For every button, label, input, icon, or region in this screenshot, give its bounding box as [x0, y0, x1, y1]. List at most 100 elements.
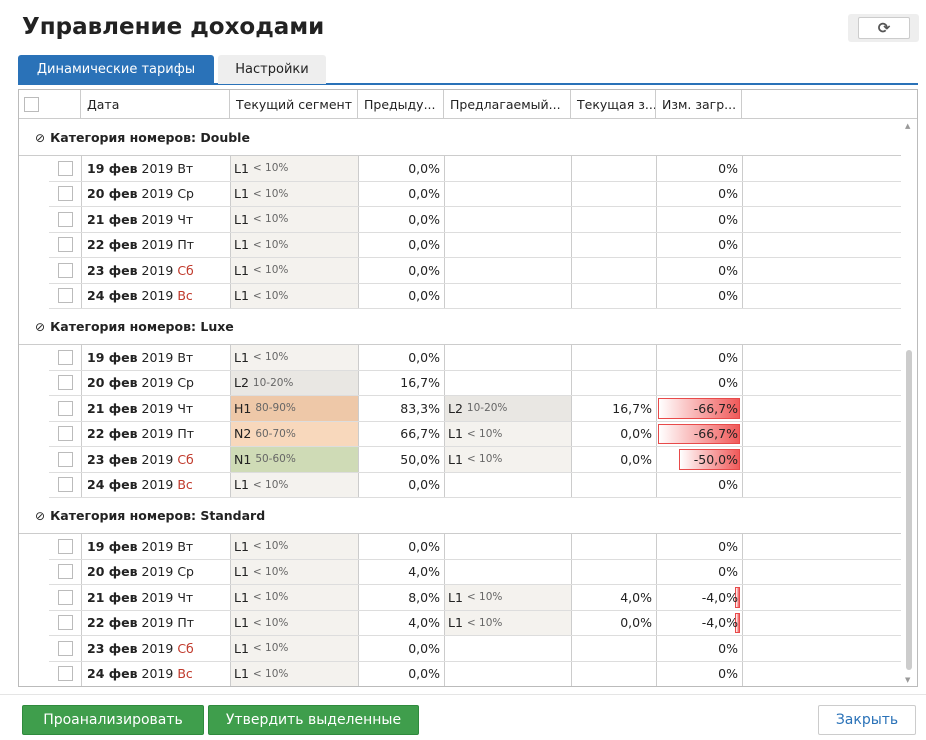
proposed-segment-cell: [445, 345, 572, 370]
refresh-button[interactable]: ⟳: [858, 17, 910, 39]
row-checkbox[interactable]: [57, 186, 73, 202]
group-header[interactable]: ⊘ Категория номеров: Luxe: [19, 309, 901, 345]
proposed-segment-cell: [445, 232, 572, 257]
table-row[interactable]: 23 фев 2019 Сб N1 50-60% 50,0% L1 < 10% 0,…: [49, 447, 901, 473]
collapse-icon[interactable]: ⊘: [35, 319, 46, 334]
approve-selected-button[interactable]: Утвердить выделенные: [208, 705, 419, 735]
load-change-value: 0%: [718, 349, 738, 365]
col-date[interactable]: Дата: [81, 90, 230, 119]
table-row[interactable]: 21 фев 2019 Чт L1 < 10% 0,0% 0%: [49, 207, 901, 233]
row-checkbox[interactable]: [57, 237, 73, 253]
collapse-icon[interactable]: ⊘: [35, 508, 46, 523]
scroll-up-icon[interactable]: ▲: [905, 122, 911, 130]
segment-range: < 10%: [252, 238, 289, 251]
row-checkbox[interactable]: [57, 426, 73, 442]
date-day: 19 фев: [87, 160, 138, 176]
load-change-cell: 0%: [657, 345, 743, 370]
segment-range: < 10%: [466, 427, 503, 440]
analyze-button[interactable]: Проанализировать: [22, 705, 204, 735]
load-change-cell: -66,7%: [657, 421, 743, 446]
grid-body: ⊘ Категория номеров: Double 19 фев 2019 В…: [19, 120, 901, 686]
table-row[interactable]: 22 фев 2019 Пт N2 60-70% 66,7% L1 < 10% 0,…: [49, 421, 901, 447]
group-label: Категория номеров: Luxe: [50, 319, 234, 334]
date-day: 23 фев: [87, 262, 138, 278]
load-change-cell: -4,0%: [657, 585, 743, 610]
load-change-cell: 0%: [657, 472, 743, 497]
row-checkbox[interactable]: [57, 288, 73, 304]
collapse-icon[interactable]: ⊘: [35, 130, 46, 145]
table-row[interactable]: 23 фев 2019 Сб L1 < 10% 0,0% 0%: [49, 636, 901, 662]
segment-code: L1: [234, 564, 249, 580]
row-checkbox[interactable]: [57, 538, 73, 554]
group-header[interactable]: ⊘ Категория номеров: Standard: [19, 498, 901, 534]
date-cell: 19 фев 2019 Вт: [82, 156, 231, 181]
row-checkbox[interactable]: [57, 477, 73, 493]
segment-code: N1: [234, 451, 252, 467]
scroll-down-icon[interactable]: ▼: [905, 676, 911, 684]
tab-settings[interactable]: Настройки: [218, 55, 326, 84]
table-row[interactable]: 19 фев 2019 Вт L1 < 10% 0,0% 0%: [49, 345, 901, 371]
date-day: 19 фев: [87, 538, 138, 554]
row-checkbox[interactable]: [57, 211, 73, 227]
load-change-value: -66,7%: [693, 400, 738, 416]
table-row[interactable]: 21 фев 2019 Чт L1 < 10% 8,0% L1 < 10% 4,0%…: [49, 585, 901, 611]
filler-cell: [743, 284, 901, 309]
row-select-cell: [49, 472, 82, 497]
row-checkbox[interactable]: [57, 262, 73, 278]
col-previous[interactable]: Предыду...: [358, 90, 444, 119]
filler-cell: [743, 422, 901, 447]
table-row[interactable]: 22 фев 2019 Пт L1 < 10% 4,0% L1 < 10% 0,0%…: [49, 610, 901, 636]
row-checkbox[interactable]: [57, 400, 73, 416]
col-current-segment[interactable]: Текущий сегмент: [230, 90, 358, 119]
row-checkbox[interactable]: [57, 160, 73, 176]
table-row[interactable]: 24 фев 2019 Вс L1 < 10% 0,0% 0%: [49, 661, 901, 686]
group-header[interactable]: ⊘ Категория номеров: Double: [19, 120, 901, 156]
tab-dynamic-rates[interactable]: Динамические тарифы: [18, 55, 214, 84]
date-day: 23 фев: [87, 451, 138, 467]
scrollbar-thumb[interactable]: [906, 350, 912, 670]
load-change-value: 0%: [718, 640, 738, 656]
table-row[interactable]: 20 фев 2019 Ср L1 < 10% 0,0% 0%: [49, 181, 901, 207]
load-change-value: 0%: [718, 262, 738, 278]
table-row[interactable]: 20 фев 2019 Ср L1 < 10% 4,0% 0%: [49, 559, 901, 585]
row-checkbox[interactable]: [57, 451, 73, 467]
row-checkbox[interactable]: [57, 375, 73, 391]
proposed-segment-cell: L1 < 10%: [445, 585, 572, 610]
col-current-load[interactable]: Текущая з...: [571, 90, 656, 119]
row-checkbox[interactable]: [57, 666, 73, 682]
table-row[interactable]: 24 фев 2019 Вс L1 < 10% 0,0% 0%: [49, 472, 901, 498]
segment-code: L1: [234, 538, 249, 554]
row-checkbox[interactable]: [57, 564, 73, 580]
row-checkbox[interactable]: [57, 615, 73, 631]
date-year: 2019: [141, 186, 174, 202]
row-checkbox[interactable]: [57, 589, 73, 605]
row-checkbox[interactable]: [57, 640, 73, 656]
table-row[interactable]: 23 фев 2019 Сб L1 < 10% 0,0% 0%: [49, 258, 901, 284]
row-checkbox[interactable]: [57, 349, 73, 365]
current-load-cell: [572, 232, 657, 257]
table-row[interactable]: 19 фев 2019 Вт L1 < 10% 0,0% 0%: [49, 156, 901, 182]
table-row[interactable]: 22 фев 2019 Пт L1 < 10% 0,0% 0%: [49, 232, 901, 258]
select-all-checkbox[interactable]: [24, 97, 39, 112]
previous-cell: 83,3%: [359, 396, 445, 421]
date-cell: 22 фев 2019 Пт: [82, 610, 231, 635]
date-weekday: Чт: [177, 400, 194, 416]
table-row[interactable]: 19 фев 2019 Вт L1 < 10% 0,0% 0%: [49, 534, 901, 560]
load-change-cell: 0%: [657, 232, 743, 257]
date-day: 20 фев: [87, 564, 138, 580]
col-proposed[interactable]: Предлагаемый...: [444, 90, 571, 119]
col-load-change[interactable]: Изм. загр...: [656, 90, 742, 119]
segment-code: L1: [448, 426, 463, 442]
scrollbar[interactable]: ▲ ▼: [903, 120, 917, 686]
filler-cell: [743, 182, 901, 207]
table-row[interactable]: 20 фев 2019 Ср L2 10-20% 16,7% 0%: [49, 370, 901, 396]
table-row[interactable]: 24 фев 2019 Вс L1 < 10% 0,0% 0%: [49, 283, 901, 309]
table-row[interactable]: 21 фев 2019 Чт H1 80-90% 83,3% L2 10-20% 1…: [49, 396, 901, 422]
date-day: 24 фев: [87, 288, 138, 304]
load-change-value: 0%: [718, 564, 738, 580]
load-change-value: -4,0%: [701, 615, 738, 631]
load-change-bar: [735, 587, 740, 608]
refresh-icon: ⟳: [877, 19, 891, 37]
close-button[interactable]: Закрыть: [818, 705, 916, 735]
footer: Проанализировать Утвердить выделенные За…: [0, 694, 926, 740]
